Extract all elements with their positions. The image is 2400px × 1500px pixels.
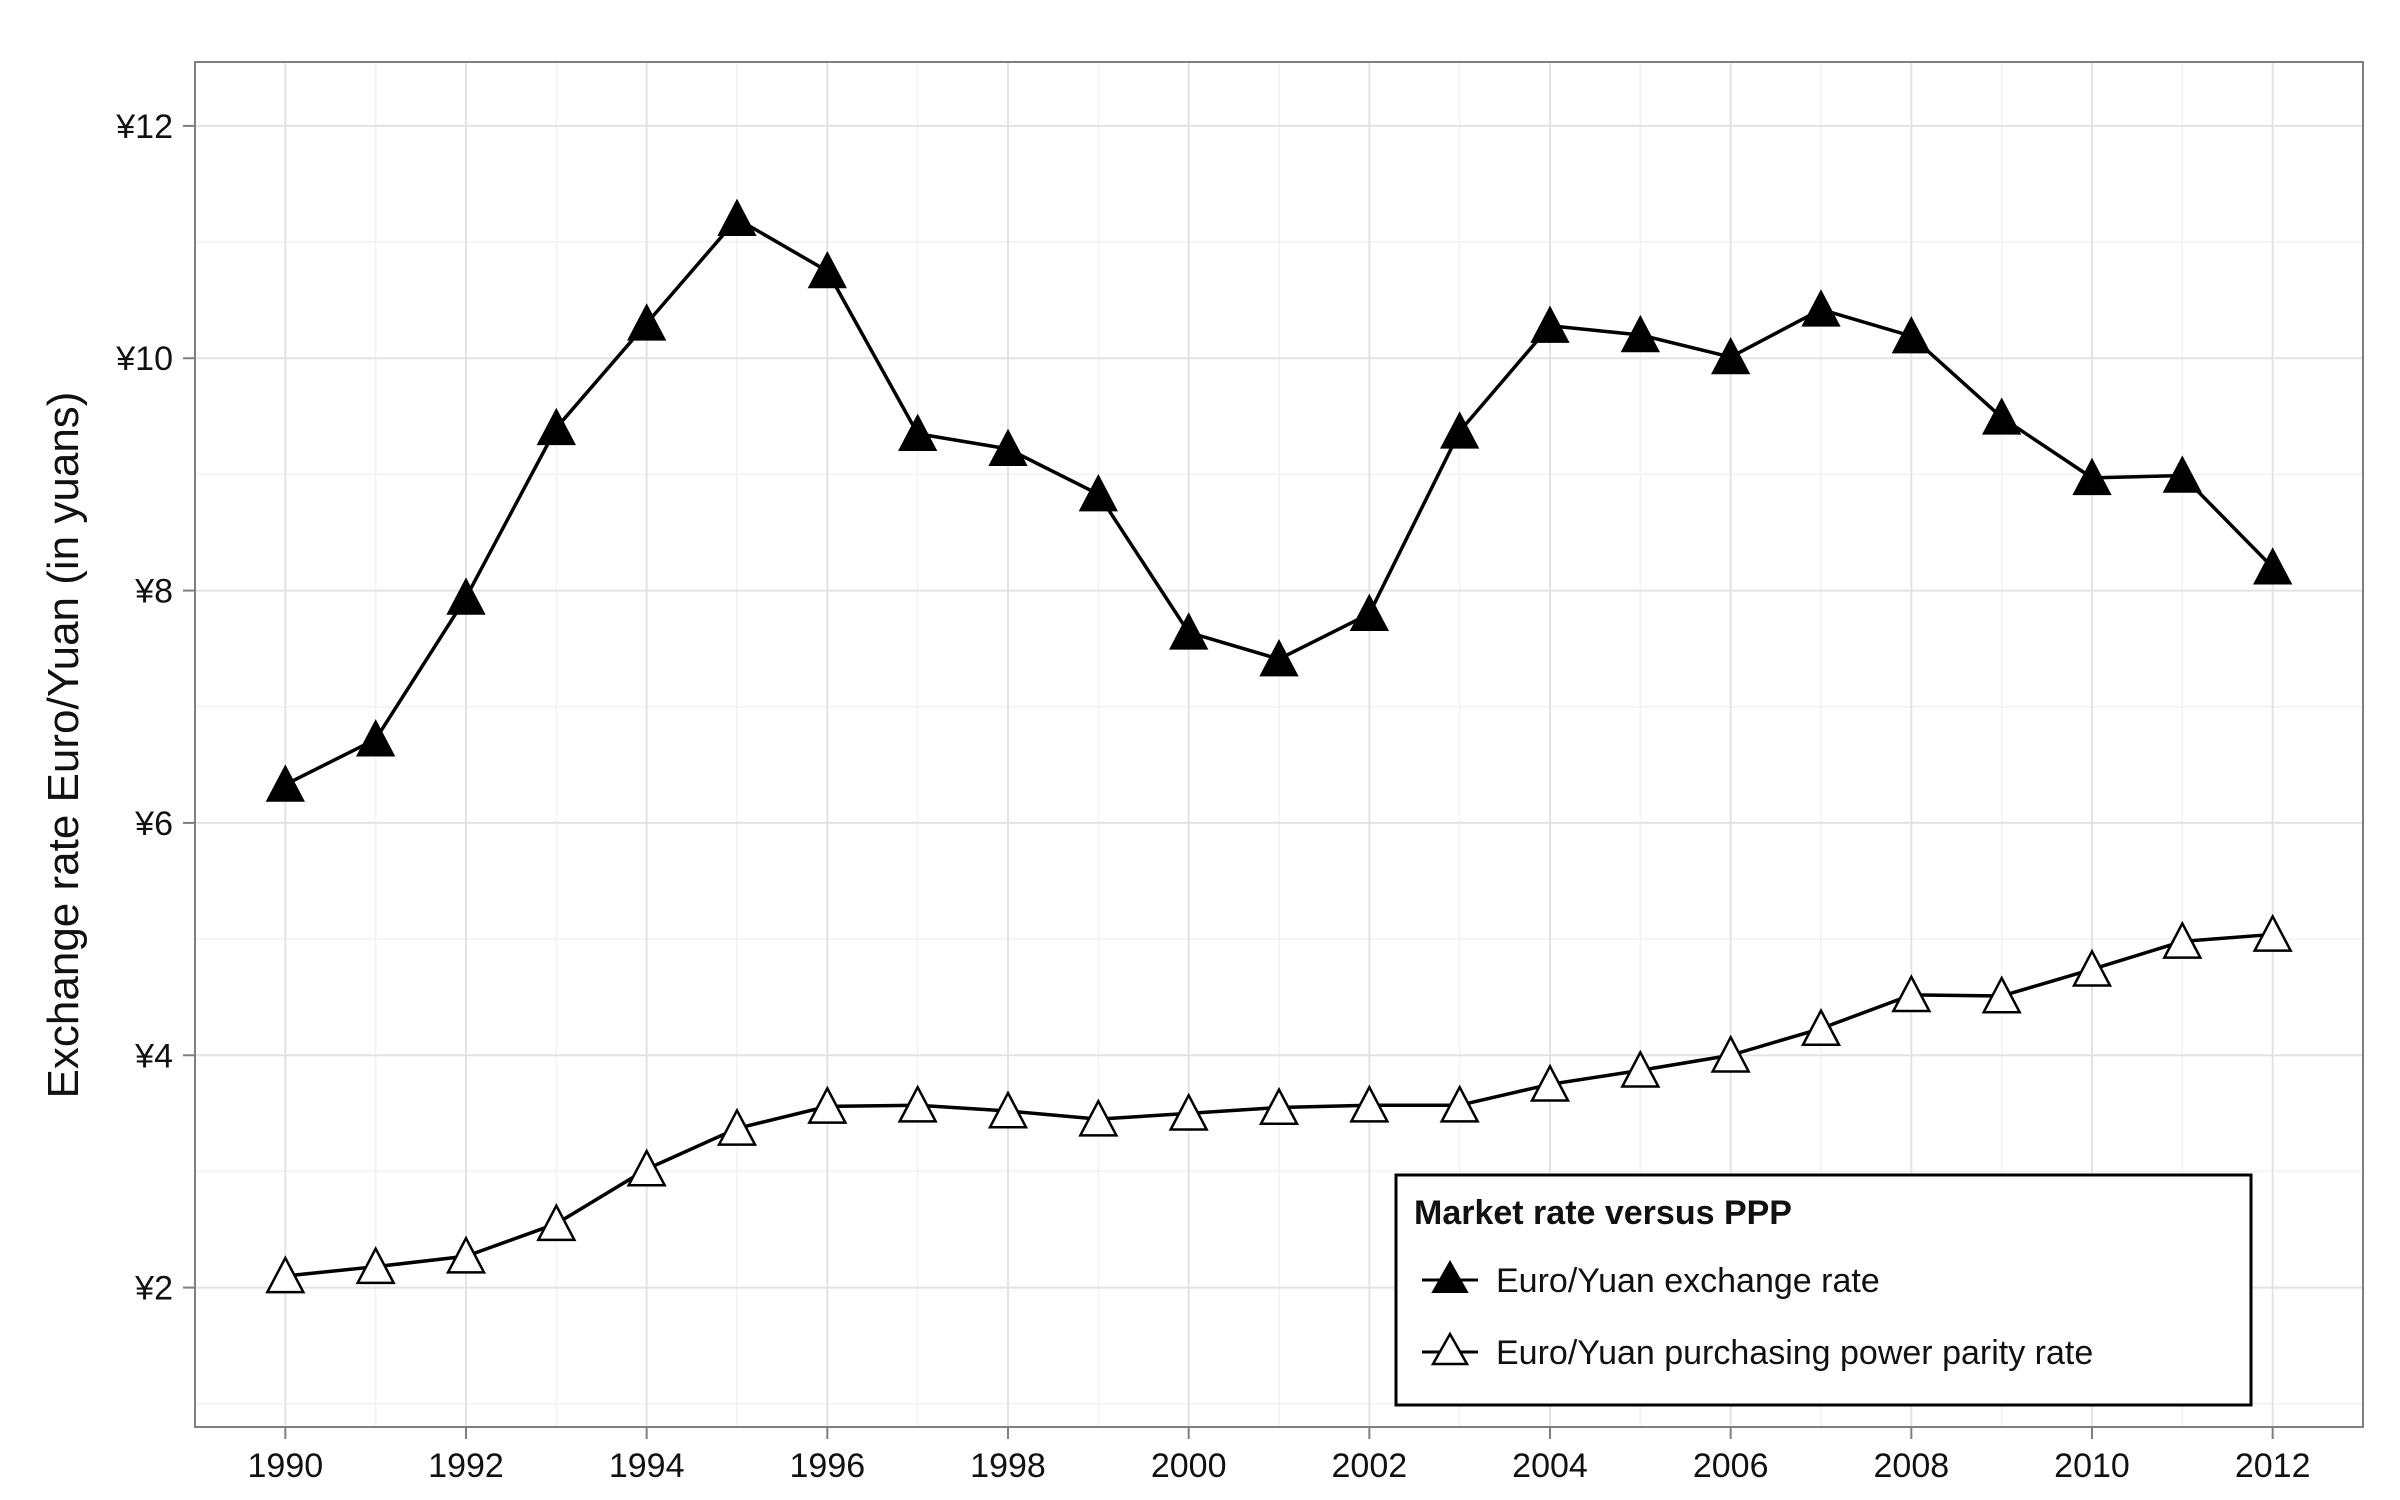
- panel-border: [194, 61, 2364, 1428]
- exchange-rate-point: [536, 407, 576, 446]
- ppp-rate-point: [1349, 1084, 1390, 1123]
- x-tick-label: 1994: [609, 1447, 685, 1485]
- ppp-rate-point: [2162, 920, 2203, 959]
- exchange-rate-point: [988, 428, 1028, 467]
- legend-title: Market rate versus PPP: [1414, 1194, 1792, 1232]
- ppp-rate-point: [2071, 948, 2113, 987]
- x-tick-label: 2006: [1693, 1447, 1769, 1485]
- ppp-rate-point: [1258, 1086, 1300, 1125]
- exchange-rate-point: [446, 577, 486, 615]
- ppp-rate-point: [1620, 1049, 1661, 1088]
- exchange-rate-point: [1620, 314, 1660, 353]
- exchange-rate-point: [1440, 411, 1480, 449]
- y-tick-label: ¥8: [134, 573, 173, 611]
- x-tick-label: 2002: [1332, 1447, 1408, 1485]
- ppp-rate-point: [1891, 974, 1932, 1013]
- y-axis: ¥2 ¥4 ¥6 ¥8 ¥10 ¥12: [115, 108, 195, 1308]
- exchange-rate-point: [898, 413, 938, 451]
- y-tick-label: ¥4: [134, 1037, 173, 1075]
- exchange-rate-point: [1349, 593, 1389, 632]
- legend: Market rate versus PPP Euro/Yuan exchang…: [1394, 1173, 2253, 1407]
- legend-label-exchange-rate: Euro/Yuan exchange rate: [1496, 1262, 1880, 1300]
- exchange-rate-point: [356, 719, 396, 757]
- ppp-rate-point: [807, 1085, 848, 1124]
- exchange-rate-point: [1801, 289, 1841, 327]
- exchange-rate-point: [1982, 397, 2022, 435]
- x-tick-label: 1996: [790, 1447, 866, 1485]
- y-tick-label: ¥6: [134, 805, 173, 843]
- major-gridlines: [195, 62, 2363, 1427]
- exchange-rate-point: [717, 198, 757, 237]
- ppp-rate-point: [2252, 913, 2293, 952]
- ppp-rate-point: [1078, 1098, 1119, 1137]
- ppp-rate-point: [536, 1203, 577, 1242]
- exchange-rate-point: [1891, 316, 1931, 354]
- legend-item-exchange-rate: Euro/Yuan exchange rate: [1422, 1259, 1880, 1300]
- y-tick-label: ¥2: [134, 1270, 173, 1308]
- ppp-rate-point: [355, 1246, 396, 1285]
- ppp-rate-point: [1800, 1007, 1842, 1046]
- exchange-rate-point: [1169, 612, 1209, 650]
- ppp-rate-point: [445, 1235, 487, 1274]
- exchange-rate-point: [2253, 547, 2293, 585]
- legend-box: [1394, 1173, 2253, 1407]
- y-tick-label: ¥12: [115, 108, 173, 146]
- minor-gridlines: [195, 62, 2363, 1427]
- exchange-rate-point: [265, 764, 305, 802]
- ppp-rate-point: [626, 1148, 667, 1187]
- x-tick-label: 2008: [1874, 1447, 1950, 1485]
- x-tick-label: 2012: [2235, 1447, 2311, 1485]
- open-triangle-icon: [1430, 1331, 1470, 1366]
- y-tick-label: ¥10: [115, 340, 173, 378]
- x-tick-label: 2010: [2054, 1447, 2130, 1485]
- ppp-rate-point: [987, 1090, 1029, 1129]
- legend-item-ppp-rate: Euro/Yuan purchasing power parity rate: [1422, 1331, 2093, 1372]
- ppp-rate-point: [716, 1107, 758, 1146]
- exchange-rate-point: [627, 303, 667, 341]
- exchange-rate-point: [2162, 455, 2202, 493]
- x-axis: 1990 1992 1994 1996 1998 2000 2002 2004 2006 2008…: [248, 1427, 2311, 1485]
- ppp-rate-point: [1981, 975, 2022, 1014]
- y-axis-title: Exchange rate Euro/Yuan (in yuans): [39, 392, 88, 1099]
- x-tick-label: 1992: [428, 1447, 504, 1485]
- exchange-rate-point: [1711, 336, 1751, 375]
- ppp-rate-point: [1529, 1063, 1571, 1102]
- filled-triangle-icon: [1431, 1259, 1469, 1293]
- ppp-rate-point: [897, 1084, 938, 1123]
- legend-label-ppp-rate: Euro/Yuan purchasing power parity rate: [1496, 1334, 2093, 1372]
- exchange-rate-point: [1259, 638, 1299, 677]
- exchange-rate-point: [1530, 305, 1570, 343]
- ppp-rate-point: [1168, 1092, 1209, 1131]
- exchange-rate-point: [1078, 474, 1118, 512]
- ppp-rate-point: [1439, 1084, 1480, 1123]
- exchange-rate-point: [2072, 457, 2112, 496]
- ppp-rate-point: [265, 1255, 306, 1294]
- x-tick-label: 1990: [248, 1447, 324, 1485]
- exchange-rate-point: [807, 250, 847, 289]
- series-layer: [265, 198, 2293, 1294]
- x-tick-label: 2000: [1151, 1447, 1227, 1485]
- x-tick-label: 1998: [970, 1447, 1046, 1485]
- x-tick-label: 2004: [1512, 1447, 1588, 1485]
- ppp-rate-point: [1710, 1034, 1751, 1073]
